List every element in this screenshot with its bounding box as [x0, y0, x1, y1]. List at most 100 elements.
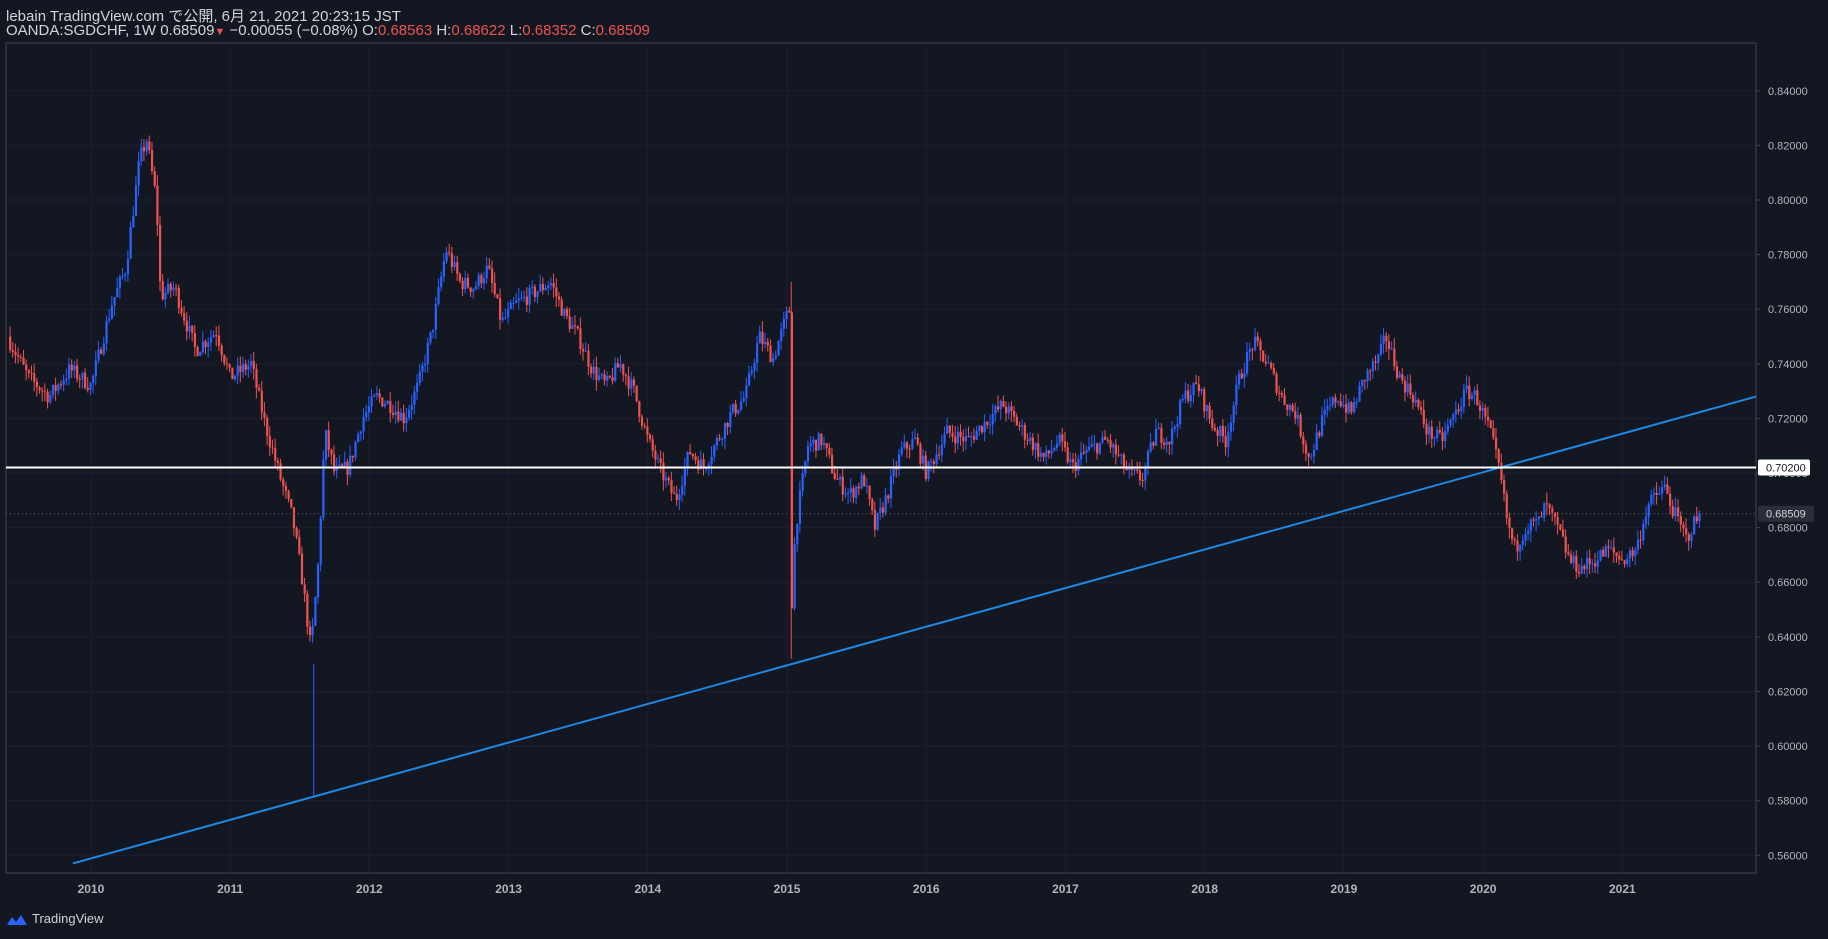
candle-body [1371, 361, 1375, 372]
candle-body [611, 377, 614, 381]
candle-body [788, 310, 791, 313]
candle-body [571, 325, 574, 329]
open-label: O: [362, 22, 378, 39]
candle-body [488, 265, 491, 269]
candle-body [1031, 437, 1035, 451]
candle-body [1197, 384, 1200, 392]
candle-body [809, 443, 812, 447]
candle-body [1160, 427, 1163, 443]
candle-body [375, 393, 379, 395]
x-tick-label: 2014 [634, 882, 661, 896]
candle-body [638, 401, 641, 417]
candle-body [600, 374, 603, 376]
candle-body [73, 365, 76, 371]
candle-body [595, 366, 598, 380]
candle-body [116, 287, 119, 298]
candle-body [1385, 335, 1388, 342]
candle-body [640, 416, 644, 426]
candle-body [46, 391, 49, 403]
candle-body [386, 400, 389, 404]
trendline[interactable] [72, 395, 1757, 865]
candle-body [341, 464, 344, 467]
candle-body [477, 275, 480, 286]
candle-body [1387, 341, 1391, 349]
candle-body [1275, 373, 1278, 393]
candle-body [1229, 422, 1233, 432]
y-tick-label: 0.72000 [1768, 413, 1808, 425]
candle-body [1096, 443, 1099, 454]
candle-body [333, 454, 336, 471]
footer-brand[interactable]: TradingView [6, 911, 104, 926]
candle-body [233, 375, 237, 380]
candle-body [1071, 459, 1075, 463]
candle-body [252, 361, 255, 370]
candle-body [1055, 443, 1059, 449]
candle-body [365, 412, 368, 418]
candle-body [996, 406, 1000, 410]
candle-body [970, 436, 973, 438]
candle-body [164, 292, 167, 300]
candle-body [209, 337, 213, 343]
candle-body [1505, 493, 1508, 518]
candle-body [654, 450, 657, 460]
candle-body [1254, 336, 1257, 350]
candle-body [619, 364, 622, 368]
candle-body [1628, 550, 1632, 559]
candle-body [1535, 519, 1538, 521]
candle-body [92, 375, 95, 384]
candle-body [324, 430, 328, 460]
candle-body [967, 436, 970, 438]
candle-body [531, 286, 534, 288]
candle-body [956, 431, 960, 444]
candle-body [943, 433, 946, 445]
candle-body [844, 493, 847, 495]
candle-body [1042, 452, 1045, 457]
candle-body [1213, 427, 1217, 431]
candle-body [1280, 393, 1283, 396]
candle-body [362, 417, 365, 432]
time-axis[interactable]: 2010 2011 2012 2013 2014 2015 2016 2017 2018 2019… [78, 882, 1636, 896]
candle-body [295, 528, 298, 538]
candle-body [113, 297, 116, 306]
candle-body [1486, 416, 1490, 421]
candle-body [1251, 349, 1254, 351]
candle-body [777, 341, 780, 356]
x-tick-label: 2012 [356, 882, 383, 896]
candle-body [183, 313, 186, 321]
candle-body [1162, 442, 1166, 445]
candle-body [399, 412, 403, 421]
candle-body [598, 375, 601, 380]
candle-body [1176, 424, 1179, 427]
candle-body [228, 364, 231, 368]
candle-body [156, 185, 159, 226]
candle-body [474, 285, 478, 290]
candle-body [756, 343, 759, 364]
candle-body [780, 328, 783, 342]
candle-body [118, 276, 122, 288]
candle-body [62, 380, 65, 385]
candle-body [298, 537, 301, 554]
candle-body [472, 289, 475, 292]
candle-body [1045, 450, 1048, 457]
candle-body [1478, 405, 1482, 411]
candle-body [394, 411, 397, 415]
candle-body [940, 444, 943, 456]
candle-body [1516, 540, 1519, 552]
candle-body [196, 346, 199, 356]
candle-body [424, 363, 427, 366]
last-price-tag: 0.68509 [1758, 505, 1814, 522]
candle-body [1529, 519, 1532, 532]
candle-body [76, 365, 79, 379]
price-axis[interactable]: 0.56000 0.58000 0.60000 0.62000 0.64000 0.660… [1756, 86, 1808, 862]
candle-body [1564, 536, 1567, 553]
candle-body [316, 564, 320, 598]
candle-body [1259, 341, 1262, 351]
symbol-name[interactable]: OANDA:SGDCHF, 1W [6, 22, 157, 39]
candle-body [1436, 429, 1439, 439]
candle-body [241, 364, 245, 372]
candle-body [964, 436, 968, 442]
candle-body [129, 226, 132, 259]
candle-body [1655, 492, 1658, 495]
candle-body [1358, 386, 1361, 402]
